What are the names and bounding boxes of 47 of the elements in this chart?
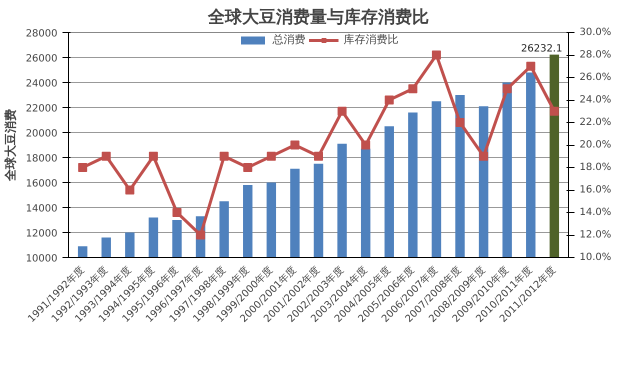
y-tick-label: 18000	[26, 154, 58, 164]
point	[78, 163, 88, 172]
point	[172, 208, 182, 217]
point	[338, 106, 347, 116]
y-tick-label: 10000	[26, 254, 58, 264]
y2-tick-label: 18.0%	[580, 162, 612, 173]
y2-tick-label: 20.0%	[580, 140, 612, 150]
point	[456, 118, 465, 127]
legend-label: 库存消费比	[344, 32, 398, 47]
point	[125, 186, 134, 194]
point	[408, 84, 418, 94]
y2-tick-label: 28.0%	[580, 50, 612, 60]
y-tick-label: 16000	[26, 178, 58, 190]
point	[432, 50, 441, 60]
data-label: 26232.1	[520, 44, 562, 55]
y-tick-label: 28000	[26, 28, 58, 40]
y2-tick-label: 22.0%	[580, 117, 612, 128]
point	[361, 140, 370, 150]
chart-title: 全球大豆消费量与库存消费比	[207, 8, 429, 28]
point	[243, 163, 252, 172]
y-tick-label: 20000	[26, 128, 58, 140]
point	[266, 152, 276, 161]
y-tick-label: 26000	[26, 54, 58, 64]
point	[550, 106, 559, 116]
point	[220, 152, 229, 161]
point	[384, 96, 394, 104]
y-tick-label: 14000	[26, 204, 58, 214]
y-tick-label: 24000	[26, 78, 58, 90]
point	[526, 62, 536, 71]
y2-tick-label: 24.0%	[580, 94, 612, 106]
point	[314, 152, 323, 161]
point	[148, 152, 158, 161]
point	[479, 152, 488, 161]
y2-tick-label: 30.0%	[580, 27, 612, 38]
point	[502, 84, 512, 94]
y-axis-title: 全球大豆消费	[4, 109, 18, 182]
point	[290, 140, 300, 150]
y2-tick-label: 12.0%	[580, 230, 612, 240]
y2-tick-label: 26.0%	[580, 72, 612, 83]
y-tick-label: 22000	[26, 104, 58, 114]
point	[102, 152, 111, 161]
legend-label: 总消费	[272, 32, 306, 47]
y2-tick-label: 16.0%	[580, 184, 612, 196]
y2-tick-label: 10.0%	[580, 252, 612, 263]
y-tick-label: 12000	[26, 228, 58, 240]
y2-tick-label: 14.0%	[580, 207, 612, 218]
point	[196, 230, 206, 240]
